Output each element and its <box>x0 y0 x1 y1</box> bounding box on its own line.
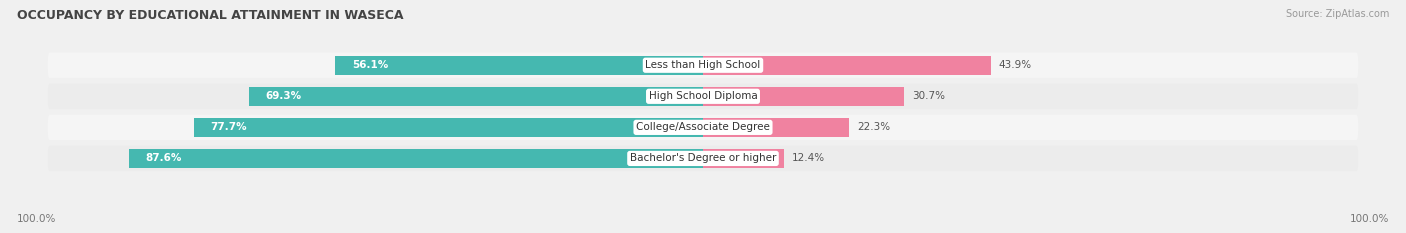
Bar <box>703 149 785 168</box>
Text: 56.1%: 56.1% <box>352 60 388 70</box>
Text: Source: ZipAtlas.com: Source: ZipAtlas.com <box>1285 9 1389 19</box>
Text: 100.0%: 100.0% <box>1350 214 1389 224</box>
Bar <box>703 56 991 75</box>
Bar <box>703 87 904 106</box>
Bar <box>336 56 703 75</box>
Text: Bachelor's Degree or higher: Bachelor's Degree or higher <box>630 154 776 163</box>
Text: 100.0%: 100.0% <box>17 214 56 224</box>
Text: 69.3%: 69.3% <box>266 91 301 101</box>
Text: 22.3%: 22.3% <box>858 122 890 132</box>
Bar <box>194 118 703 137</box>
Text: 43.9%: 43.9% <box>998 60 1032 70</box>
Text: 77.7%: 77.7% <box>211 122 247 132</box>
Text: High School Diploma: High School Diploma <box>648 91 758 101</box>
Text: College/Associate Degree: College/Associate Degree <box>636 122 770 132</box>
Bar <box>249 87 703 106</box>
FancyBboxPatch shape <box>48 52 1358 78</box>
FancyBboxPatch shape <box>48 115 1358 140</box>
Bar <box>703 118 849 137</box>
Text: 87.6%: 87.6% <box>145 154 181 163</box>
FancyBboxPatch shape <box>48 146 1358 171</box>
Text: OCCUPANCY BY EDUCATIONAL ATTAINMENT IN WASECA: OCCUPANCY BY EDUCATIONAL ATTAINMENT IN W… <box>17 9 404 22</box>
Text: Less than High School: Less than High School <box>645 60 761 70</box>
Legend: Owner-occupied, Renter-occupied: Owner-occupied, Renter-occupied <box>586 230 820 233</box>
Bar <box>129 149 703 168</box>
Text: 30.7%: 30.7% <box>912 91 945 101</box>
Text: 12.4%: 12.4% <box>792 154 825 163</box>
FancyBboxPatch shape <box>48 84 1358 109</box>
